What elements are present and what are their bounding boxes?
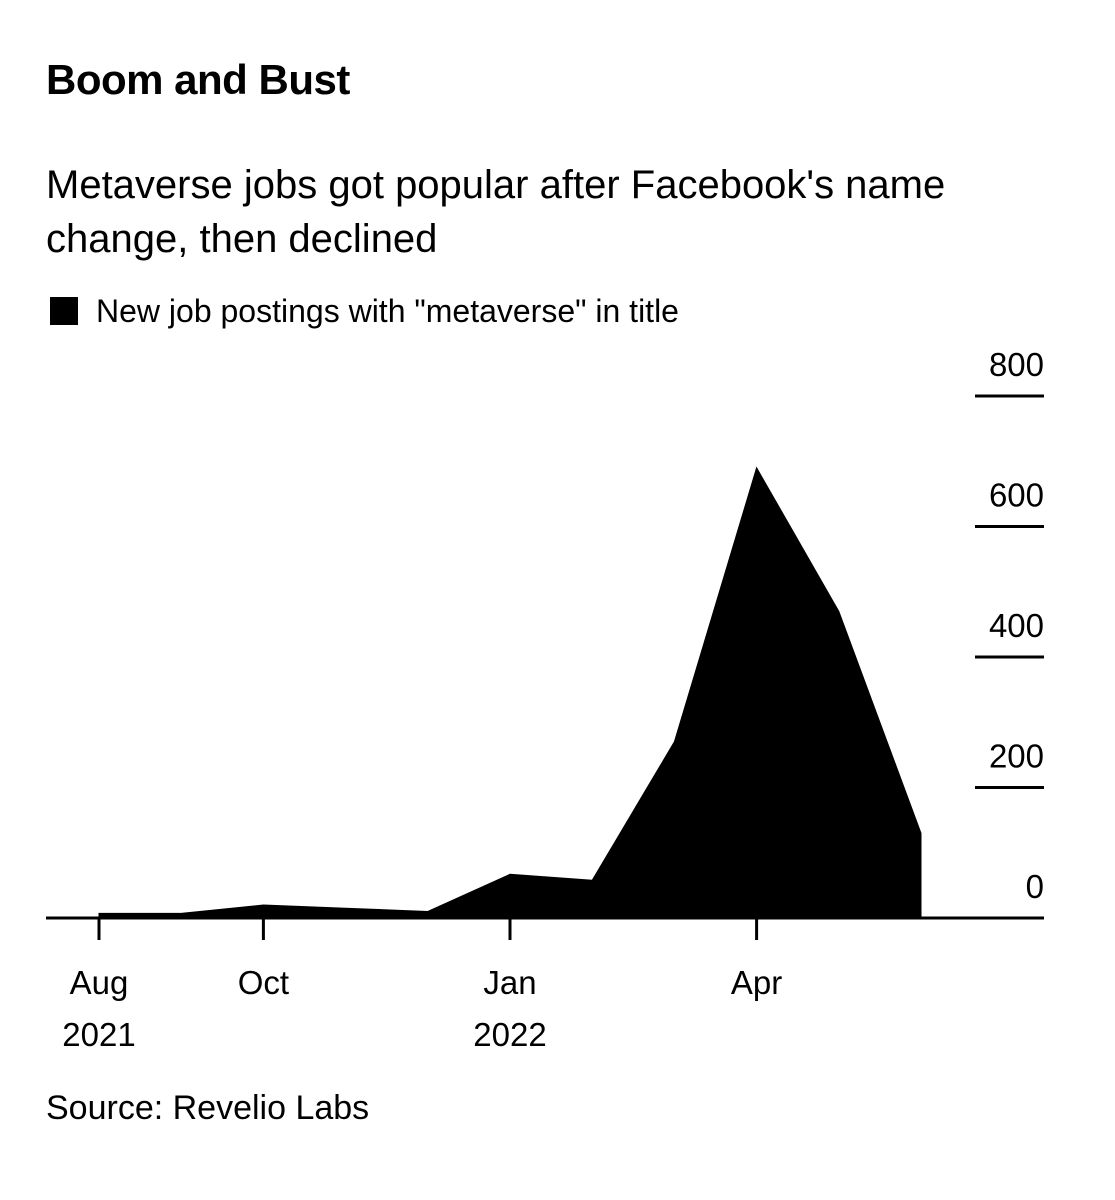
chart-title: Boom and Bust: [46, 56, 350, 103]
chart-area: 0 200 400 600 800 Aug 2021 Oct Jan 2022 Apr: [46, 346, 1044, 1053]
chart-subtitle: Metaverse jobs got popular after Faceboo…: [46, 163, 946, 261]
y-tick-label: 200: [989, 738, 1044, 775]
area-series: [98, 466, 922, 919]
legend: New job postings with "metaverse" in tit…: [50, 292, 679, 330]
x-tick-sublabel: 2022: [473, 1016, 546, 1053]
y-tick-label: 0: [1026, 868, 1044, 905]
y-tick-label: 400: [989, 607, 1044, 644]
y-tick-label: 800: [989, 346, 1044, 383]
legend-swatch: [50, 297, 78, 325]
x-tick-label: Jan: [483, 964, 536, 1001]
y-tick-label: 600: [989, 477, 1044, 514]
x-tick-label: Aug: [70, 964, 129, 1001]
x-tick-sublabel: 2021: [62, 1016, 135, 1053]
legend-label: New job postings with "metaverse" in tit…: [96, 293, 679, 329]
x-tick-label: Apr: [731, 964, 782, 1001]
x-tick-label: Oct: [238, 964, 289, 1001]
source-note: Source: Revelio Labs: [46, 1089, 370, 1127]
